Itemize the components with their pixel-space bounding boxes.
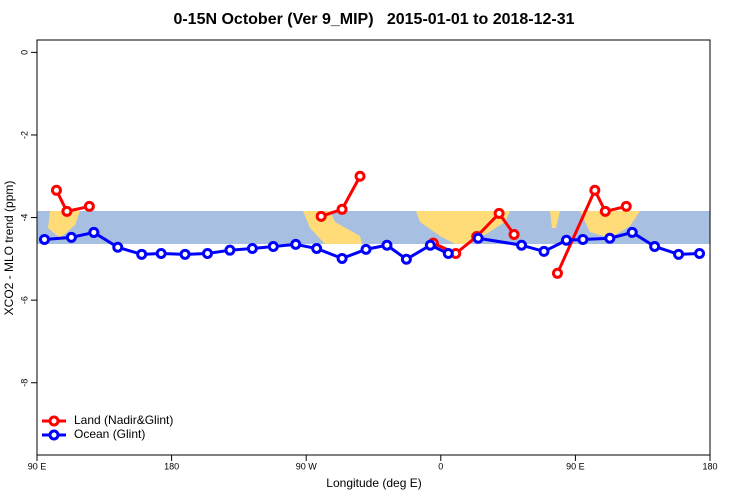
point xyxy=(65,231,77,243)
chart-title: 0-15N October (Ver 9_MIP) 2015-01-01 to … xyxy=(173,11,574,28)
y-tick-label: -8 xyxy=(19,379,29,387)
point xyxy=(493,207,505,219)
x-axis-label: Longitude (deg E) xyxy=(326,476,421,490)
point xyxy=(354,170,366,182)
point xyxy=(290,238,302,250)
x-tick-label: 180 xyxy=(164,461,179,471)
point xyxy=(136,248,148,260)
point xyxy=(336,203,348,215)
point xyxy=(83,200,95,212)
point xyxy=(224,244,236,256)
point xyxy=(381,239,393,251)
point xyxy=(201,247,213,259)
point xyxy=(246,243,258,255)
point xyxy=(267,240,279,252)
x-tick-label: 90 W xyxy=(296,461,318,471)
y-tick-label: -2 xyxy=(19,131,29,139)
point xyxy=(538,245,550,257)
plot-frame xyxy=(36,39,711,456)
point xyxy=(589,184,601,196)
legend-marker xyxy=(48,415,60,427)
point xyxy=(88,226,100,238)
point xyxy=(61,205,73,217)
x-tick-label: 90 E xyxy=(566,461,585,471)
x-tick-label: 0 xyxy=(438,461,443,471)
legend-label: Land (Nadir&Glint) xyxy=(74,413,173,427)
point xyxy=(311,243,323,255)
legend-label: Ocean (Glint) xyxy=(74,427,145,441)
y-tick-label: 0 xyxy=(19,50,29,55)
point xyxy=(516,239,528,251)
point xyxy=(560,234,572,246)
y-tick-label: -6 xyxy=(19,296,29,304)
legend-marker xyxy=(48,429,60,441)
point xyxy=(360,243,372,255)
point xyxy=(694,247,706,259)
y-tick-label: -4 xyxy=(19,214,29,222)
point xyxy=(442,247,454,259)
x-tick-label: 180 xyxy=(702,461,717,471)
map-background xyxy=(37,211,710,244)
point xyxy=(577,233,589,245)
point xyxy=(315,210,327,222)
point xyxy=(50,184,62,196)
point xyxy=(551,267,563,279)
point xyxy=(508,228,520,240)
point xyxy=(336,252,348,264)
point xyxy=(400,253,412,265)
point xyxy=(112,241,124,253)
point xyxy=(38,233,50,245)
point xyxy=(599,205,611,217)
point xyxy=(472,232,484,244)
point xyxy=(179,248,191,260)
point xyxy=(649,240,661,252)
point xyxy=(155,247,167,259)
point xyxy=(604,232,616,244)
y-axis-label: XCO2 - MLO trend (ppm) xyxy=(2,181,16,316)
point xyxy=(626,226,638,238)
point xyxy=(424,239,436,251)
point xyxy=(673,248,685,260)
point xyxy=(620,200,632,212)
x-tick-label: 90 E xyxy=(28,461,47,471)
